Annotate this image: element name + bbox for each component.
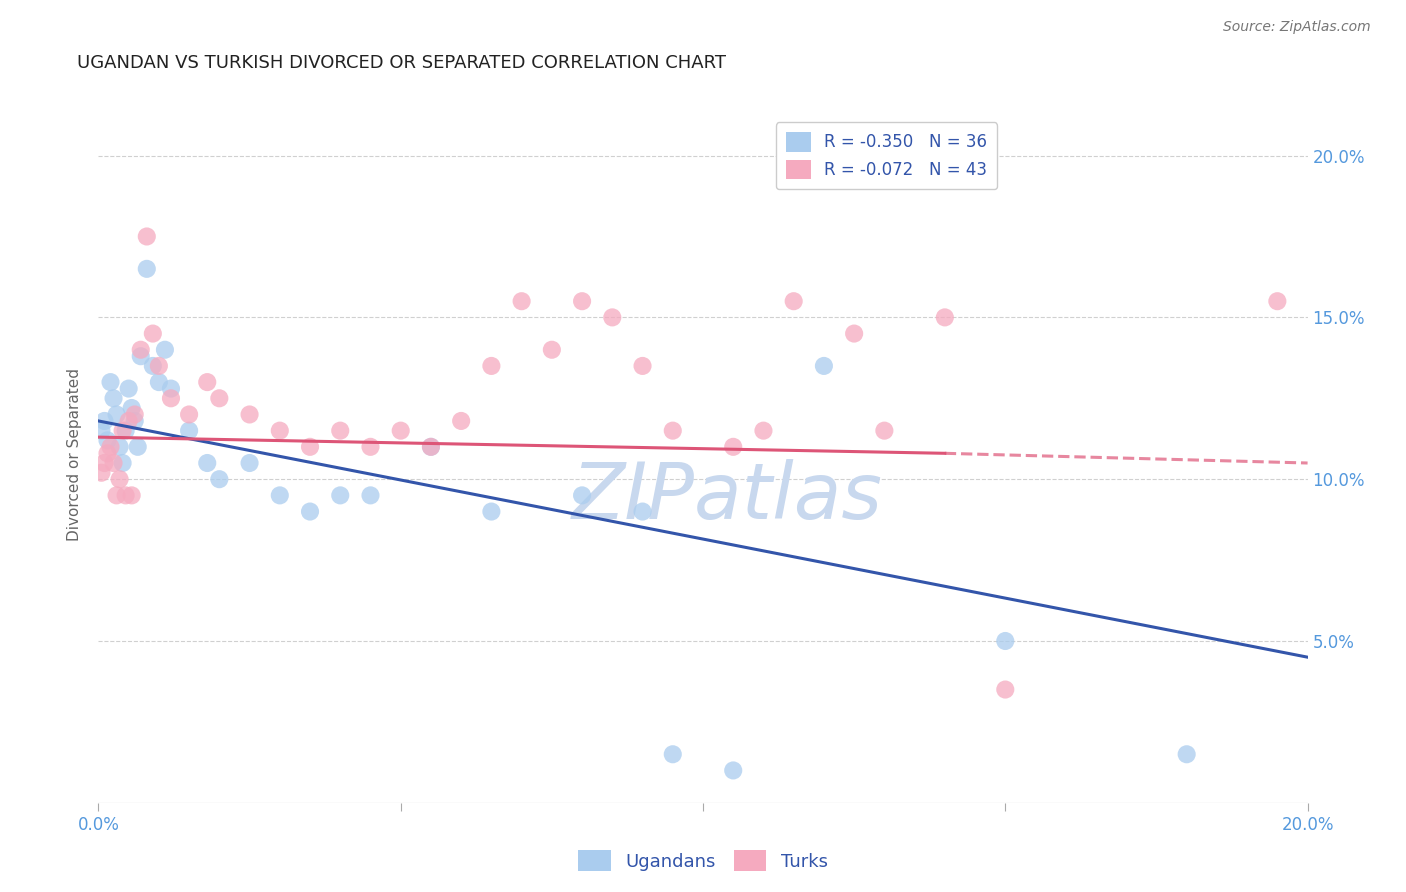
Point	[481, 359, 503, 373]
Point	[1175, 747, 1198, 762]
Point	[450, 414, 472, 428]
Point	[571, 488, 593, 502]
Point	[299, 440, 322, 454]
Legend: R = -0.350   N = 36, R = -0.072   N = 43: R = -0.350 N = 36, R = -0.072 N = 43	[776, 122, 997, 189]
Point	[420, 440, 443, 454]
Point	[631, 504, 654, 518]
Point	[111, 456, 134, 470]
Point	[93, 456, 115, 470]
Point	[195, 456, 218, 470]
Point	[179, 408, 201, 422]
Point	[239, 408, 262, 422]
Point	[329, 488, 352, 502]
Legend: Ugandans, Turks: Ugandans, Turks	[571, 843, 835, 879]
Point	[118, 414, 141, 428]
Point	[96, 446, 118, 460]
Point	[103, 392, 125, 406]
Point	[93, 414, 115, 428]
Point	[114, 424, 136, 438]
Point	[631, 359, 654, 373]
Point	[135, 261, 157, 276]
Point	[129, 343, 152, 357]
Point	[118, 382, 141, 396]
Point	[135, 229, 157, 244]
Point	[129, 349, 152, 363]
Point	[994, 682, 1017, 697]
Point	[571, 294, 593, 309]
Point	[105, 488, 128, 502]
Point	[269, 488, 291, 502]
Point	[540, 343, 562, 357]
Point	[100, 440, 122, 454]
Text: ZIPatlas: ZIPatlas	[572, 458, 883, 534]
Point	[299, 504, 322, 518]
Point	[360, 488, 382, 502]
Point	[111, 424, 134, 438]
Point	[723, 440, 745, 454]
Point	[124, 414, 146, 428]
Point	[179, 424, 201, 438]
Point	[160, 392, 183, 406]
Point	[844, 326, 866, 341]
Point	[195, 375, 218, 389]
Point	[148, 375, 170, 389]
Point	[121, 401, 143, 415]
Point	[124, 408, 146, 422]
Point	[160, 382, 183, 396]
Point	[105, 408, 128, 422]
Point	[103, 456, 125, 470]
Point	[142, 359, 165, 373]
Point	[873, 424, 896, 438]
Point	[142, 326, 165, 341]
Point	[208, 392, 231, 406]
Point	[360, 440, 382, 454]
Point	[661, 424, 683, 438]
Point	[389, 424, 412, 438]
Text: Source: ZipAtlas.com: Source: ZipAtlas.com	[1223, 21, 1371, 34]
Point	[481, 504, 503, 518]
Point	[813, 359, 835, 373]
Point	[1267, 294, 1289, 309]
Point	[602, 310, 624, 325]
Point	[114, 488, 136, 502]
Point	[208, 472, 231, 486]
Point	[723, 764, 745, 778]
Point	[90, 424, 112, 438]
Point	[934, 310, 956, 325]
Text: UGANDAN VS TURKISH DIVORCED OR SEPARATED CORRELATION CHART: UGANDAN VS TURKISH DIVORCED OR SEPARATED…	[77, 54, 727, 71]
Point	[108, 472, 131, 486]
Point	[420, 440, 443, 454]
Point	[752, 424, 775, 438]
Point	[269, 424, 291, 438]
Point	[148, 359, 170, 373]
Point	[100, 375, 122, 389]
Point	[239, 456, 262, 470]
Point	[90, 466, 112, 480]
Point	[510, 294, 533, 309]
Y-axis label: Divorced or Separated: Divorced or Separated	[67, 368, 83, 541]
Point	[121, 488, 143, 502]
Point	[96, 434, 118, 448]
Point	[329, 424, 352, 438]
Point	[783, 294, 806, 309]
Point	[994, 634, 1017, 648]
Point	[127, 440, 149, 454]
Point	[661, 747, 683, 762]
Point	[108, 440, 131, 454]
Point	[153, 343, 176, 357]
